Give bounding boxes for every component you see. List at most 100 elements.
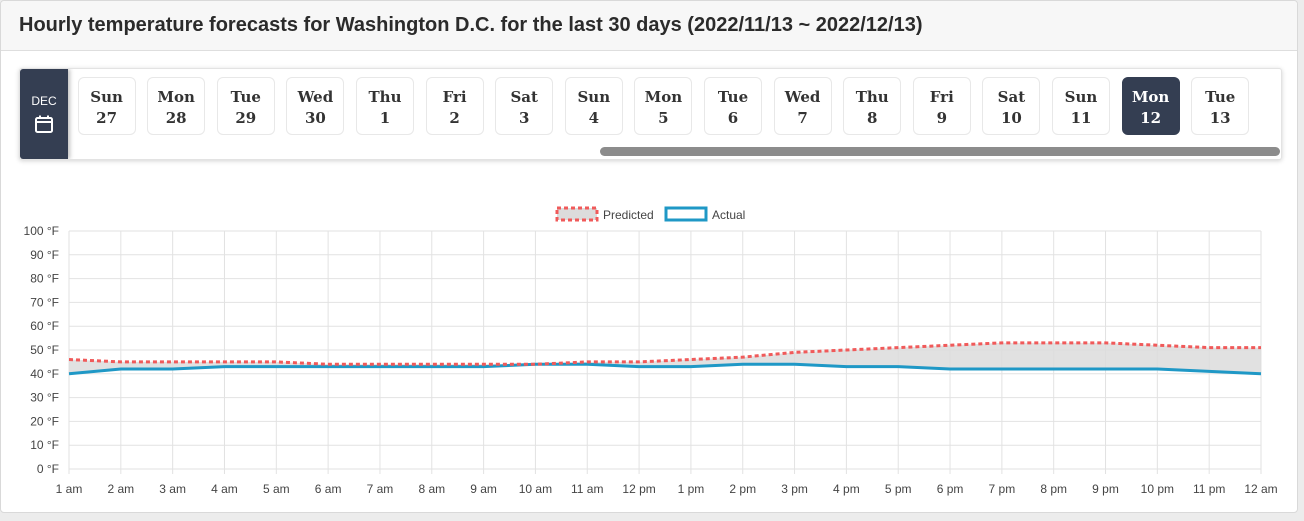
x-tick-label: 1 pm [678,482,705,496]
predicted-point[interactable] [843,347,849,353]
x-tick-label: 11 am [571,482,603,496]
actual-point[interactable] [118,366,124,372]
day-weekday: Sat [997,88,1026,106]
day-tue-6[interactable]: Tue 6 [704,77,762,135]
day-number: 9 [936,109,948,127]
legend-predicted-label[interactable]: Predicted [603,208,654,222]
x-tick-label: 3 pm [781,482,808,496]
legend-actual-swatch[interactable] [664,206,708,222]
actual-point[interactable] [999,366,1005,372]
x-tick-label: 1 am [56,482,83,496]
actual-point[interactable] [481,364,487,370]
predicted-point[interactable] [999,340,1005,346]
day-sat-3[interactable]: Sat 3 [495,77,554,135]
x-tick-label: 9 pm [1092,482,1119,496]
actual-point[interactable] [377,364,383,370]
x-tick-label: 2 pm [729,482,756,496]
predicted-point[interactable] [1154,342,1160,348]
day-number: 29 [235,109,257,127]
actual-point[interactable] [532,361,538,367]
actual-point[interactable] [1103,366,1109,372]
day-weekday: Fri [929,88,954,106]
y-tick-label: 100 °F [24,224,59,238]
y-tick-label: 70 °F [30,295,59,309]
x-tick-label: 7 am [367,482,394,496]
actual-point[interactable] [740,361,746,367]
x-tick-label: 12 am [1244,482,1277,496]
day-weekday: Tue [230,88,261,106]
y-tick-label: 50 °F [30,343,59,357]
actual-point[interactable] [792,361,798,367]
y-tick-label: 60 °F [30,319,59,333]
predicted-point[interactable] [1206,345,1212,351]
day-thu-8[interactable]: Thu 8 [843,77,902,135]
y-tick-label: 10 °F [30,438,59,452]
day-number: 11 [1070,109,1092,127]
predicted-point[interactable] [792,349,798,355]
day-wed-30[interactable]: Wed 30 [286,77,345,135]
y-tick-label: 40 °F [30,367,59,381]
predicted-point[interactable] [170,359,176,365]
actual-point[interactable] [1206,368,1212,374]
day-weekday: Sat [510,88,538,106]
day-number: 7 [797,109,808,127]
x-tick-label: 3 am [159,482,186,496]
day-tue-13[interactable]: Tue 13 [1191,77,1250,135]
actual-point[interactable] [429,364,435,370]
day-list: Sat26Sun27Mon28Tue29Wed30Thu1Fri2Sat3Sun… [20,77,1281,137]
y-tick-label: 0 °F [37,462,59,476]
actual-point[interactable] [947,366,953,372]
day-thu-1[interactable]: Thu 1 [356,77,414,135]
day-sun-27[interactable]: Sun 27 [77,77,136,135]
day-mon-12[interactable]: Mon 12 [1121,77,1180,135]
day-number: 10 [1000,109,1022,127]
predicted-point[interactable] [895,345,901,351]
day-sun-11[interactable]: Sun 11 [1052,77,1110,135]
day-fri-2[interactable]: Fri 2 [425,77,484,135]
day-number: 1 [379,109,391,127]
day-weekday: Tue [1205,88,1236,106]
actual-point[interactable] [170,366,176,372]
predicted-point[interactable] [1258,345,1264,351]
day-number: 13 [1209,109,1231,127]
day-mon-5[interactable]: Mon 5 [634,77,693,135]
actual-point[interactable] [1258,371,1264,377]
actual-point[interactable] [325,364,331,370]
predicted-point[interactable] [688,357,694,363]
day-sat-10[interactable]: Sat 10 [982,77,1041,135]
actual-point[interactable] [66,371,72,377]
legend-predicted-swatch[interactable] [555,206,599,222]
actual-point[interactable] [688,364,694,370]
card-header: Hourly temperature forecasts for Washing… [1,1,1297,51]
actual-point[interactable] [895,364,901,370]
day-sun-4[interactable]: Sun 4 [564,77,623,135]
predicted-point[interactable] [1103,340,1109,346]
actual-point[interactable] [636,364,642,370]
predicted-point[interactable] [1051,340,1057,346]
day-weekday: Mon [157,88,195,106]
predicted-point[interactable] [118,359,124,365]
predicted-point[interactable] [740,354,746,360]
legend-actual-label[interactable]: Actual [712,208,745,222]
actual-point[interactable] [1051,366,1057,372]
predicted-point[interactable] [66,357,72,363]
y-tick-label: 20 °F [30,414,59,428]
day-mon-28[interactable]: Mon 28 [147,77,206,135]
actual-point[interactable] [273,364,279,370]
actual-point[interactable] [843,364,849,370]
day-wed-7[interactable]: Wed 7 [773,77,832,135]
x-tick-label: 10 am [519,482,552,496]
horizontal-scrollbar[interactable] [600,147,1280,156]
day-weekday: Sun [90,88,123,106]
day-fri-9[interactable]: Fri 9 [912,77,971,135]
actual-point[interactable] [221,364,227,370]
predicted-point[interactable] [947,342,953,348]
x-tick-label: 7 pm [989,482,1016,496]
day-weekday: Wed [297,88,334,106]
day-number: 30 [304,109,326,127]
day-tue-29[interactable]: Tue 29 [216,77,275,135]
actual-series-line [68,362,1262,376]
actual-point[interactable] [1154,366,1160,372]
month-badge[interactable]: DEC [20,69,68,159]
actual-point[interactable] [584,361,590,367]
